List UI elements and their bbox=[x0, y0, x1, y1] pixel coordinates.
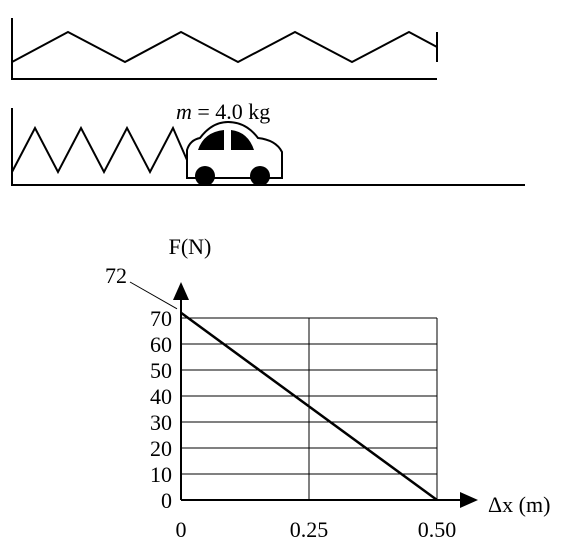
x-tick-label: 0.25 bbox=[290, 517, 329, 542]
mass-symbol: m bbox=[176, 99, 192, 124]
mass-value: = 4.0 kg bbox=[197, 99, 270, 124]
y-tick-label: 60 bbox=[150, 332, 172, 357]
y-tick-label: 40 bbox=[150, 384, 172, 409]
x-axis-label: Δx (m) bbox=[488, 492, 550, 517]
value-label: 72 bbox=[105, 263, 127, 288]
y-tick-label: 0 bbox=[161, 488, 172, 513]
y-tick-label: 20 bbox=[150, 436, 172, 461]
car-wheel bbox=[195, 166, 215, 186]
x-axis-arrow bbox=[460, 492, 478, 508]
y-tick-label: 10 bbox=[150, 462, 172, 487]
spring bbox=[11, 125, 188, 175]
car-window bbox=[231, 130, 254, 150]
y-axis-arrow bbox=[173, 282, 189, 300]
annotation-pointer bbox=[129, 281, 178, 310]
x-tick-label: 0.50 bbox=[418, 517, 457, 542]
car-window bbox=[198, 130, 224, 150]
compressed-spring-figure: m = 4.0 kg bbox=[11, 99, 525, 186]
spring bbox=[11, 30, 438, 64]
y-axis-label: F(N) bbox=[169, 234, 212, 259]
y-tick-label: 50 bbox=[150, 358, 172, 383]
mass-label: m = 4.0 kg bbox=[176, 99, 270, 124]
y-tick-label: 70 bbox=[150, 306, 172, 331]
relaxed-spring-figure bbox=[11, 18, 438, 80]
x-tick-label: 0 bbox=[176, 517, 187, 542]
data-line bbox=[180, 311, 438, 502]
car-wheel bbox=[250, 166, 270, 186]
y-tick-label: 30 bbox=[150, 410, 172, 435]
